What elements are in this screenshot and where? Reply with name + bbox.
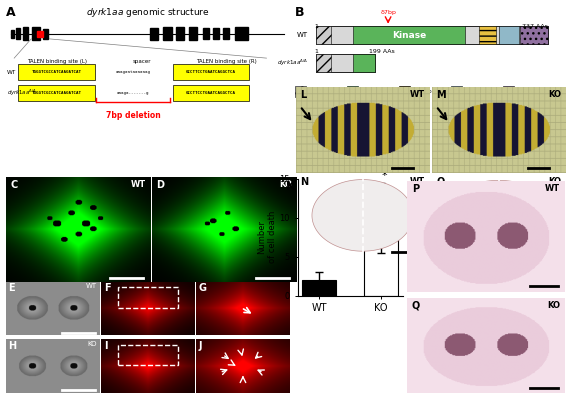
Text: WT: WT <box>410 90 425 99</box>
Bar <box>11 30 14 37</box>
Text: H: H <box>9 341 16 351</box>
Bar <box>316 26 548 44</box>
Text: Histidine repeat: Histidine repeat <box>464 89 501 94</box>
Bar <box>347 86 358 96</box>
Bar <box>451 86 462 96</box>
Text: TGGGTCGCCATCAAGATCAT: TGGGTCGCCATCAAGATCAT <box>32 70 82 74</box>
Bar <box>163 27 171 40</box>
Text: $\it{dyrk1aa}^{\Delta/\Delta}$: $\it{dyrk1aa}^{\Delta/\Delta}$ <box>277 58 308 68</box>
Bar <box>353 54 375 72</box>
Text: 737 AAs: 737 AAs <box>522 24 548 29</box>
Text: S/T region: S/T region <box>517 89 540 94</box>
Text: F: F <box>104 283 111 293</box>
Text: 1: 1 <box>314 48 318 54</box>
Bar <box>203 28 209 39</box>
Text: WT: WT <box>131 180 146 189</box>
Bar <box>235 27 248 40</box>
Text: B: B <box>295 6 304 19</box>
Text: A: A <box>6 6 15 19</box>
Text: KO: KO <box>548 90 561 99</box>
Bar <box>118 345 177 365</box>
Text: TALEN binding site (L): TALEN binding site (L) <box>27 59 87 64</box>
Text: GCCTTCCTGAATCAGGCTCA: GCCTTCCTGAATCAGGCTCA <box>186 91 236 95</box>
Bar <box>32 27 40 40</box>
Text: KO: KO <box>279 180 292 189</box>
Bar <box>316 54 331 72</box>
Text: Q: Q <box>412 301 420 310</box>
Text: Kinase: Kinase <box>392 31 426 40</box>
Text: KO: KO <box>547 301 560 310</box>
Text: WT: WT <box>545 184 560 193</box>
Text: L: L <box>300 90 306 100</box>
Bar <box>222 28 229 39</box>
Text: 199 AAs: 199 AAs <box>370 48 395 54</box>
Text: O: O <box>436 177 445 187</box>
Bar <box>316 26 331 44</box>
Text: D: D <box>156 180 164 190</box>
Bar <box>316 54 375 72</box>
Polygon shape <box>443 180 555 251</box>
Bar <box>43 29 48 39</box>
Y-axis label: Number
of cell death: Number of cell death <box>257 211 277 263</box>
Bar <box>173 64 249 80</box>
Bar <box>213 28 219 39</box>
Text: spacer: spacer <box>133 59 151 64</box>
Text: GCCTTCCTGAATCAGGCTCA: GCCTTCCTGAATCAGGCTCA <box>186 70 236 74</box>
Text: E: E <box>9 283 15 293</box>
Text: WT: WT <box>85 283 96 289</box>
Text: M: M <box>436 90 446 100</box>
Text: KO: KO <box>87 341 96 347</box>
Text: K: K <box>286 180 295 193</box>
Text: $\it{dyrk1aa}$ genomic structure: $\it{dyrk1aa}$ genomic structure <box>86 6 209 19</box>
Bar <box>295 86 306 96</box>
Text: 1: 1 <box>314 24 318 29</box>
Bar <box>118 287 177 308</box>
Text: *: * <box>381 171 387 181</box>
Bar <box>173 85 249 101</box>
Text: N: N <box>300 177 308 187</box>
Text: aaaga-------g: aaaga-------g <box>117 91 150 95</box>
Text: I: I <box>104 341 107 351</box>
Bar <box>18 64 95 80</box>
Bar <box>399 86 410 96</box>
Text: TALEN binding site (R): TALEN binding site (R) <box>196 59 257 64</box>
Bar <box>16 28 20 39</box>
Text: WT: WT <box>297 32 308 38</box>
Bar <box>23 27 28 40</box>
Text: WT: WT <box>410 177 425 186</box>
Text: PEST domain: PEST domain <box>413 89 443 94</box>
Text: KO: KO <box>548 177 561 186</box>
Text: NLS: NLS <box>308 89 318 94</box>
Bar <box>364 218 398 296</box>
Bar <box>499 26 519 44</box>
Text: G: G <box>199 283 207 293</box>
Bar <box>150 27 158 40</box>
Bar <box>479 26 496 44</box>
Bar <box>503 86 514 96</box>
Bar <box>520 26 548 44</box>
Text: δ7bp: δ7bp <box>380 10 396 15</box>
Text: P: P <box>412 184 419 194</box>
Text: WT: WT <box>7 69 16 75</box>
Bar <box>176 27 184 40</box>
Bar <box>353 26 466 44</box>
Polygon shape <box>312 179 413 251</box>
Bar <box>302 280 336 296</box>
Text: 7bp deletion: 7bp deletion <box>106 110 160 119</box>
Text: aaagaataaaaaag: aaagaataaaaaag <box>116 70 151 74</box>
Text: Kinase domain: Kinase domain <box>361 89 395 94</box>
Text: $\it{dyrk1aa}^{\Delta/\Delta}$: $\it{dyrk1aa}^{\Delta/\Delta}$ <box>7 88 37 98</box>
Bar <box>18 85 95 101</box>
Text: C: C <box>10 180 17 190</box>
Text: J: J <box>199 341 202 351</box>
Text: TGGGTCGCCATCAAGATCAT: TGGGTCGCCATCAAGATCAT <box>32 91 82 95</box>
Bar <box>188 27 197 40</box>
